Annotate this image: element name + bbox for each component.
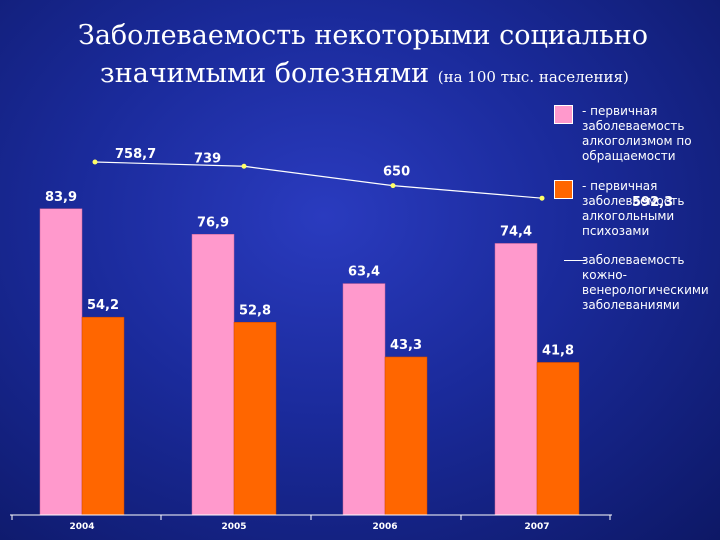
x-tick-label-2005: 2005 [221,522,246,532]
x-tick-label-2004: 2004 [69,522,94,532]
bar-psychoses-2005 [233,322,277,516]
data-label-psychoses-2007: 41,8 [542,343,574,358]
line-point-2005 [241,163,247,169]
legend-line-marker [564,260,586,261]
data-label-alcoholism-2006: 63,4 [348,265,380,280]
legend-label-alcoholic-psychoses: - первичная заболеваемость алкогольными … [582,179,685,238]
line-label-2006: 650 [383,165,410,180]
bar-alcoholism-2004 [39,208,83,516]
data-label-alcoholism-2005: 76,9 [197,215,229,230]
line-skin-venereal [94,161,543,199]
line-point-2004 [92,159,98,165]
title-unit: (на 100 тыс. населения) [437,68,629,86]
data-label-psychoses-2006: 43,3 [390,338,422,353]
title-line-2-text: значимыми болезнями [100,58,430,89]
line-label-2005: 739 [194,151,221,166]
legend-label-primary-alcoholism: - первичная заболеваемость алкоголизмом … [582,104,692,163]
line-point-2007 [539,195,545,201]
legend-swatch-pink [554,105,573,124]
line-label-2004: 758,7 [115,147,156,162]
line-label-2007: 592,3 [632,195,673,210]
legend-label-skin-venereal: заболеваемость кожно-венерологическими з… [582,253,709,312]
data-label-alcoholism-2007: 74,4 [500,224,532,239]
title-line-1: Заболеваемость некоторыми социально [78,20,649,51]
line-point-2006 [390,183,396,189]
bar-alcoholism-2006 [342,283,386,516]
bar-alcoholism-2007 [494,243,538,516]
data-label-alcoholism-2004: 83,9 [45,190,77,205]
x-tick-label-2007: 2007 [524,522,549,532]
bar-psychoses-2006 [384,356,428,516]
bar-alcoholism-2005 [191,234,235,516]
legend-swatch-orange [554,180,573,199]
x-tick-label-2006: 2006 [372,522,397,532]
bar-psychoses-2007 [536,362,580,516]
data-label-psychoses-2005: 52,8 [239,303,271,318]
data-label-psychoses-2004: 54,2 [87,298,119,313]
title-line-2: значимыми болезнями (на 100 тыс. населен… [100,58,629,89]
bar-psychoses-2004 [81,316,125,516]
